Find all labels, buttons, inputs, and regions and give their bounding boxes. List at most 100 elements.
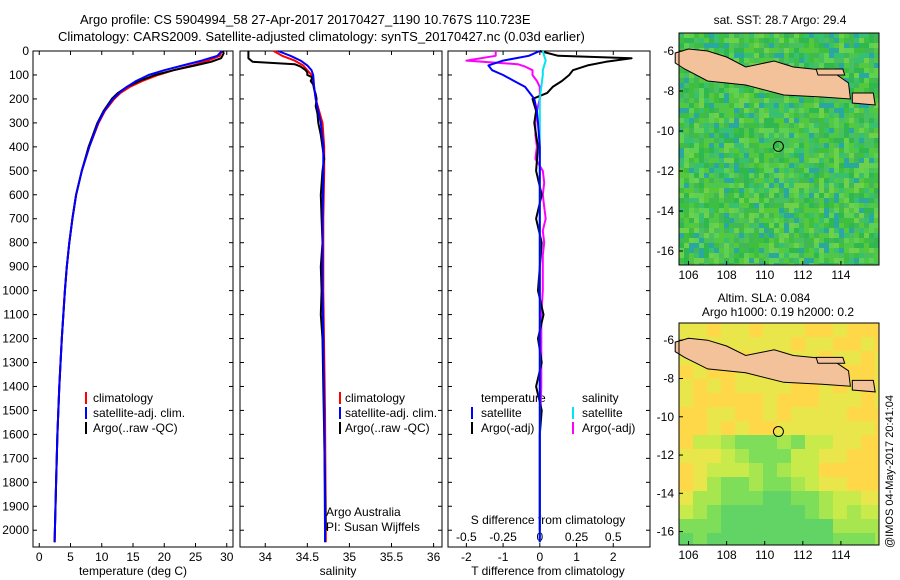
map-cell	[819, 435, 833, 449]
header-title-line1: Argo profile: CS 5904994_58 27-Apr-2017 …	[80, 12, 531, 27]
map-cell	[784, 128, 789, 133]
map-cell	[774, 58, 779, 63]
map-cell	[789, 218, 794, 223]
map-cell	[729, 183, 734, 188]
map-cell	[859, 73, 864, 78]
map-cell	[789, 208, 794, 213]
map-cell	[829, 263, 834, 265]
map-cell	[744, 123, 749, 128]
map-cell	[779, 43, 784, 48]
map-cell	[794, 263, 799, 265]
map-cell	[869, 118, 874, 123]
map-cell	[874, 203, 879, 208]
map-cell	[784, 48, 789, 53]
map-cell	[729, 198, 734, 203]
map-cell	[754, 98, 759, 103]
map-cell	[734, 233, 739, 238]
map-cell	[874, 258, 879, 263]
map-cell	[805, 323, 819, 337]
map-cell	[679, 393, 693, 407]
map-cell	[864, 248, 869, 253]
map-cell	[799, 48, 804, 53]
map-cell	[699, 243, 704, 248]
map-cell	[829, 173, 834, 178]
map-cell	[689, 73, 694, 78]
map-y-tick-label: -6	[663, 44, 674, 58]
map-cell	[724, 223, 729, 228]
map-cell	[694, 168, 699, 173]
map-cell	[749, 138, 754, 143]
side-timestamp: @IMOS 04-May-2017 20:41:04	[884, 395, 896, 548]
map-cell	[774, 153, 779, 158]
map-cell	[774, 213, 779, 218]
map-cell	[833, 337, 847, 351]
map-cell	[829, 208, 834, 213]
map-cell	[754, 128, 759, 133]
map-cell	[805, 491, 819, 505]
map-cell	[699, 188, 704, 193]
map-cell	[779, 38, 784, 43]
map-cell	[759, 58, 764, 63]
map-cell	[779, 158, 784, 163]
map-cell	[779, 118, 784, 123]
map-cell	[875, 421, 879, 435]
map-cell	[684, 148, 689, 153]
map-cell	[739, 183, 744, 188]
map-cell	[809, 43, 814, 48]
map-cell	[854, 263, 859, 265]
map-cell	[709, 48, 714, 53]
map-cell	[704, 228, 709, 233]
map-cell	[819, 218, 824, 223]
map-cell	[784, 193, 789, 198]
map-cell	[719, 113, 724, 118]
map-cell	[694, 228, 699, 233]
map-cell	[849, 93, 854, 98]
map-cell	[707, 323, 721, 337]
map-cell	[699, 233, 704, 238]
map-cell	[739, 103, 744, 108]
map-cell	[693, 491, 707, 505]
map-cell	[859, 228, 864, 233]
map-cell	[769, 228, 774, 233]
map-cell	[739, 53, 744, 58]
depth-tick-label: 0	[22, 44, 29, 58]
map-cell	[714, 173, 719, 178]
map-cell	[719, 228, 724, 233]
map-cell	[714, 213, 719, 218]
map-cell	[689, 263, 694, 265]
map-cell	[739, 253, 744, 258]
map-cell	[694, 183, 699, 188]
map-cell	[859, 48, 864, 53]
map-cell	[824, 168, 829, 173]
map-cell	[839, 128, 844, 133]
map-cell	[834, 173, 839, 178]
map-cell	[814, 108, 819, 113]
map-cell	[799, 153, 804, 158]
map-cell	[769, 108, 774, 113]
map-cell	[699, 203, 704, 208]
map-cell	[809, 98, 814, 103]
difference-x-tick-label: -1	[498, 550, 509, 564]
map-cell	[819, 183, 824, 188]
map-cell	[829, 258, 834, 263]
map-cell	[719, 263, 724, 265]
map-cell	[861, 351, 875, 365]
map-cell	[714, 163, 719, 168]
map-cell	[749, 53, 754, 58]
map-cell	[874, 198, 879, 203]
map-cell	[859, 213, 864, 218]
map-cell	[754, 253, 759, 258]
map-cell	[829, 198, 834, 203]
map-cell	[847, 337, 861, 351]
map-cell	[791, 323, 805, 337]
map-cell	[829, 223, 834, 228]
map-cell	[744, 53, 749, 58]
map-cell	[844, 148, 849, 153]
map-cell	[704, 113, 709, 118]
map-cell	[749, 178, 754, 183]
map-cell	[809, 238, 814, 243]
map-cell	[869, 58, 874, 63]
map-cell	[749, 188, 754, 193]
map-cell	[734, 208, 739, 213]
map-cell	[719, 128, 724, 133]
